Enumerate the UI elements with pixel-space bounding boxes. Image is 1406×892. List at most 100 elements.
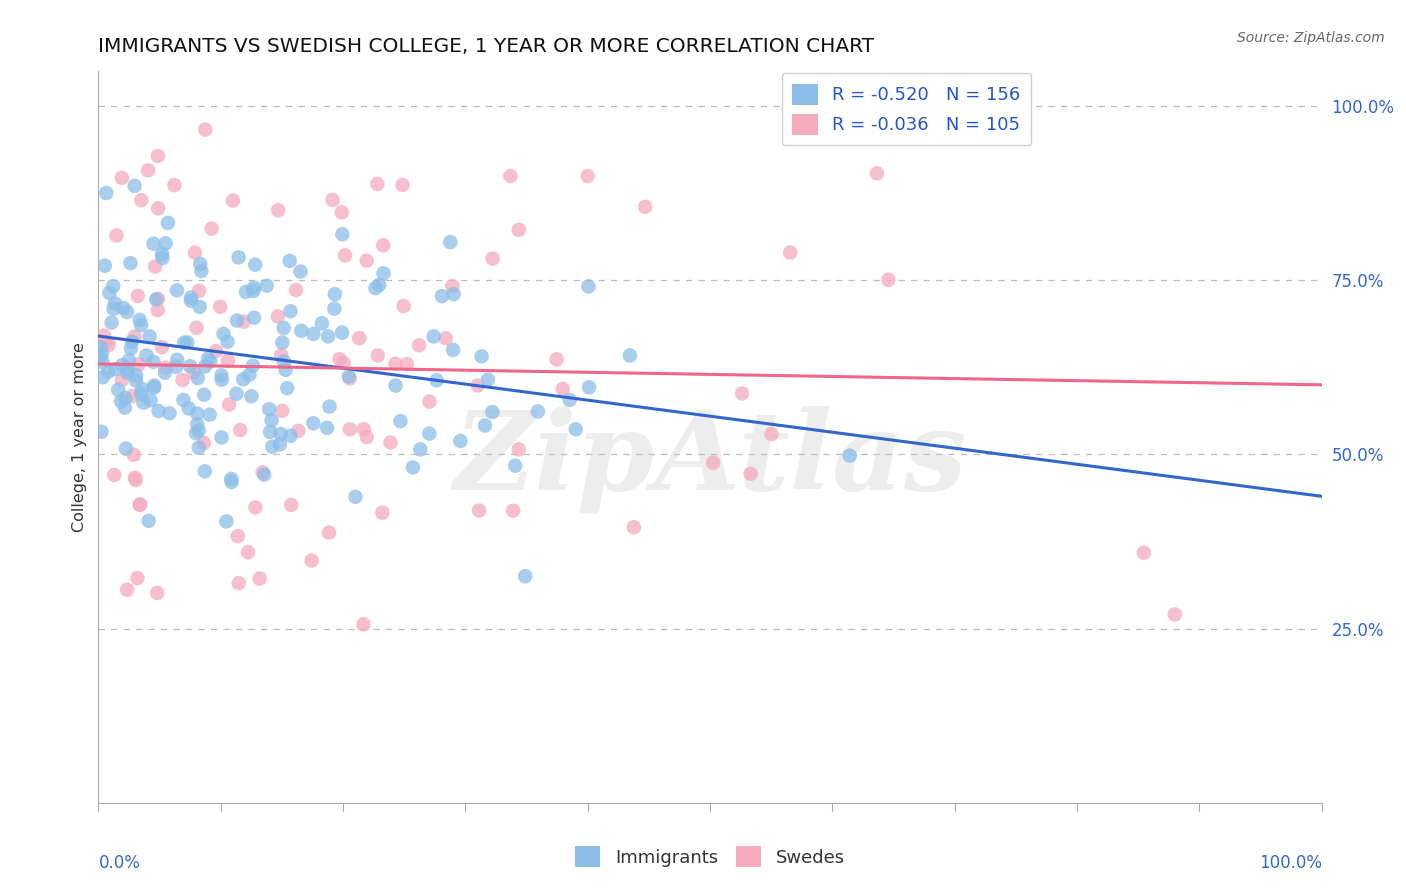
Point	[353, 422, 375, 436]
Point	[138, 329, 160, 343]
Point	[153, 366, 176, 380]
Point	[441, 343, 464, 357]
Point	[565, 422, 588, 436]
Point	[128, 313, 150, 327]
Point	[332, 356, 354, 370]
Point	[115, 442, 138, 456]
Point	[104, 296, 127, 310]
Point	[159, 406, 181, 420]
Point	[125, 368, 148, 383]
Point	[124, 329, 146, 343]
Point	[838, 449, 860, 463]
Point	[143, 260, 166, 274]
Point	[172, 392, 194, 407]
Text: 0.0%: 0.0%	[98, 854, 141, 872]
Point	[132, 395, 155, 409]
Point	[273, 354, 295, 368]
Point	[502, 504, 524, 518]
Point	[194, 122, 217, 136]
Point	[193, 387, 215, 401]
Point	[337, 369, 360, 384]
Point	[184, 245, 207, 260]
Point	[426, 373, 449, 387]
Point	[702, 456, 724, 470]
Point	[368, 277, 391, 292]
Point	[619, 348, 641, 362]
Point	[389, 414, 412, 428]
Point	[634, 200, 657, 214]
Point	[349, 331, 371, 345]
Point	[270, 348, 292, 362]
Point	[201, 221, 224, 235]
Point	[302, 416, 325, 430]
Point	[186, 407, 208, 421]
Point	[779, 245, 801, 260]
Point	[115, 305, 138, 319]
Point	[515, 569, 537, 583]
Point	[373, 266, 395, 280]
Point	[225, 386, 247, 401]
Point	[104, 362, 127, 376]
Point	[409, 442, 432, 457]
Point	[103, 279, 125, 293]
Point	[356, 430, 378, 444]
Point	[187, 441, 209, 455]
Point	[205, 344, 228, 359]
Point	[408, 338, 430, 352]
Point	[217, 334, 239, 349]
Point	[187, 371, 209, 385]
Point	[89, 350, 111, 364]
Text: IMMIGRANTS VS SWEDISH COLLEGE, 1 YEAR OR MORE CORRELATION CHART: IMMIGRANTS VS SWEDISH COLLEGE, 1 YEAR OR…	[98, 37, 875, 56]
Point	[527, 404, 550, 418]
Point	[318, 525, 340, 540]
Point	[211, 430, 233, 444]
Point	[623, 520, 645, 534]
Point	[148, 202, 170, 216]
Point	[188, 300, 211, 314]
Point	[226, 529, 249, 543]
Point	[98, 338, 121, 352]
Point	[91, 347, 114, 361]
Point	[125, 374, 148, 388]
Point	[267, 310, 290, 324]
Text: ZipAtlas: ZipAtlas	[453, 405, 967, 513]
Point	[90, 340, 112, 354]
Point	[287, 424, 309, 438]
Point	[235, 285, 257, 299]
Point	[138, 514, 160, 528]
Point	[139, 393, 162, 408]
Point	[111, 170, 134, 185]
Point	[128, 498, 150, 512]
Point	[344, 490, 367, 504]
Point	[112, 301, 135, 315]
Point	[96, 335, 118, 350]
Point	[186, 417, 208, 432]
Point	[229, 423, 252, 437]
Point	[184, 426, 207, 441]
Point	[249, 572, 271, 586]
Point	[146, 586, 169, 600]
Point	[232, 315, 254, 329]
Point	[155, 236, 177, 251]
Point	[280, 429, 302, 443]
Point	[323, 287, 346, 301]
Point	[290, 264, 312, 278]
Point	[145, 293, 167, 307]
Point	[508, 223, 530, 237]
Point	[558, 392, 581, 407]
Point	[333, 248, 356, 262]
Point	[371, 506, 394, 520]
Point	[260, 413, 283, 427]
Point	[242, 359, 264, 373]
Point	[1164, 607, 1187, 622]
Point	[222, 194, 245, 208]
Point	[273, 321, 295, 335]
Point	[269, 437, 291, 451]
Point	[180, 291, 202, 305]
Point	[107, 383, 129, 397]
Point	[278, 253, 301, 268]
Point	[218, 398, 240, 412]
Point	[166, 352, 188, 367]
Point	[146, 303, 169, 318]
Point	[384, 378, 406, 392]
